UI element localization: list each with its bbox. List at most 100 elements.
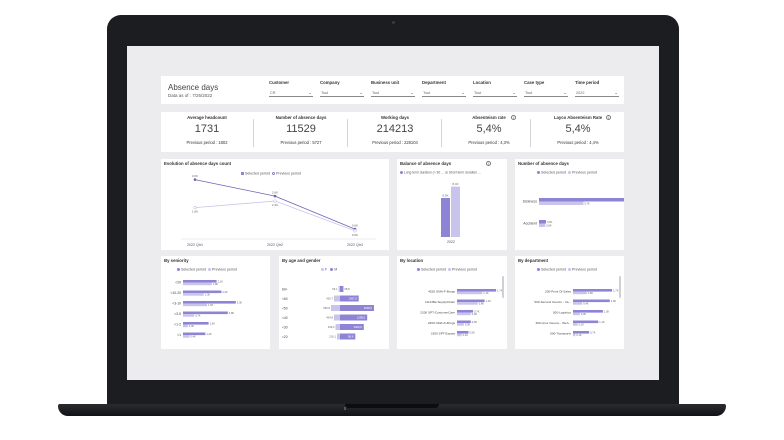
data-label-previous: 0,9K <box>479 301 485 305</box>
row-label-right: 1057,8 <box>348 297 357 301</box>
seniority-card: By seniority Selected period Previous pe… <box>161 256 270 349</box>
kpi-divider <box>441 119 442 147</box>
chevron-down-icon: ⌄ <box>614 90 618 95</box>
location-title: By location <box>400 258 424 263</box>
category-label: <3-5 <box>174 312 181 316</box>
slicer-label: Department <box>422 80 446 85</box>
category-label: Sickness <box>523 199 538 203</box>
category-label: <1 <box>177 333 181 337</box>
bar-previous <box>457 312 471 316</box>
bar-selected <box>183 322 209 325</box>
kpi-value: 5,4% <box>476 123 502 135</box>
slicer-dropdown[interactable]: Tout ⌄ <box>422 89 466 97</box>
bar-selected <box>573 310 603 313</box>
slicer-dropdown[interactable]: Tout ⌄ <box>473 89 517 97</box>
data-label-previous: 0,4K <box>583 301 589 305</box>
slicer-value: Tout <box>372 91 380 95</box>
kpi-divider <box>347 119 348 147</box>
bar-f <box>335 324 340 330</box>
kpi-previous: Previous period : 4,4% <box>557 140 599 145</box>
data-label-previous: 0,1K <box>576 333 582 337</box>
kpi-value: 1731 <box>194 123 220 135</box>
bar-selected <box>539 220 547 224</box>
data-label-selected: 1,3K <box>604 309 610 313</box>
kpi-previous: Previous period : 5727 <box>280 140 322 145</box>
bar-previous <box>183 293 204 296</box>
data-label-previous: 0,3K <box>465 322 471 326</box>
legend-selected-dot <box>537 268 540 271</box>
slicer-label: Time period <box>575 80 600 85</box>
category-label: <20 <box>282 335 288 339</box>
dashboard-screen: Absence days Data as of : 7/25/2022 Cust… <box>127 46 659 380</box>
data-label-selected: 3,3K <box>237 300 243 304</box>
legend-previous-dot <box>207 268 211 271</box>
chevron-down-icon: ⌄ <box>308 90 312 95</box>
age-gender-title: By age and gender <box>282 258 321 263</box>
evolution-card: Evolution of absence days count Selected… <box>161 159 389 250</box>
chevron-down-icon: ⌄ <box>563 90 567 95</box>
legend-m-dot <box>330 268 334 271</box>
legend-previous-label: Previous period <box>571 267 597 272</box>
data-label: 6,5K <box>442 194 448 198</box>
bar-previous <box>539 201 584 205</box>
kpi-card: Average headcount 1731 Previous period : 1… <box>161 112 624 152</box>
bar-previous <box>573 302 583 305</box>
slicer-dropdown[interactable]: Tout ⌄ <box>371 89 415 97</box>
department-scrollbar[interactable] <box>619 276 621 298</box>
x-tick-label: 2022 Qtr1 <box>187 243 203 247</box>
bar-previous <box>457 291 483 295</box>
point-previous <box>353 229 357 233</box>
laptop-indicator <box>344 407 346 410</box>
bar-selected <box>183 311 228 315</box>
data-label-previous: 0,3K <box>581 312 587 316</box>
age-gender-legend: F M <box>321 268 337 272</box>
bar-selected <box>457 310 474 313</box>
slicer-dropdown[interactable]: Tout ⌄ <box>320 89 364 97</box>
bar <box>441 198 450 237</box>
slicer-dropdown[interactable]: 2022 ⌄ <box>575 89 619 97</box>
category-label: 1110 BE-SupplyChain <box>425 300 455 304</box>
data-label-previous: 0,6K <box>588 291 594 295</box>
page-title: Absence days <box>168 83 219 92</box>
point-previous <box>193 206 197 210</box>
kpi-divider <box>530 119 531 147</box>
bar-previous <box>183 303 207 307</box>
category-label: Accident <box>523 221 537 225</box>
bar-m <box>340 324 364 330</box>
kpi-previous: Previous period : 228104 <box>372 140 418 145</box>
kpi-value: 11529 <box>286 123 316 135</box>
legend-f-label: F <box>325 267 328 272</box>
info-icon[interactable]: i <box>486 161 491 166</box>
bar <box>451 186 460 237</box>
legend-selected-label: Selected period <box>421 267 446 272</box>
slicer-dropdown[interactable]: CR ⌄ <box>269 89 313 97</box>
category-label: <10-20 <box>170 291 181 295</box>
legend-f-dot <box>321 268 324 271</box>
balance-legend: Long term duration (> 30 ... Short term … <box>400 171 481 175</box>
category-label: 400-Gros Oeuvre - Weh... <box>535 321 571 325</box>
data-label-previous: 0,3K <box>189 324 195 328</box>
data-label-selected: 0,7K <box>590 330 596 334</box>
info-icon[interactable]: i <box>511 115 516 120</box>
slicer-dropdown[interactable]: Tout ⌄ <box>524 89 568 97</box>
bar-previous <box>573 312 580 316</box>
evolution-legend: Selected period Previous period <box>241 172 301 176</box>
data-label-previous: 0,7K <box>195 313 201 317</box>
data-label-selected: 1,7K <box>497 288 503 292</box>
bar-selected <box>183 290 222 294</box>
bar-previous <box>457 323 464 326</box>
department-bar-chart: 200-Point Of Sales 1,7K 0,6K 500-Second Oeu… <box>534 288 618 337</box>
category-label: 4520 GMA-F-Brogs <box>428 289 455 293</box>
row-label-right: 68,8 <box>344 287 350 291</box>
location-scrollbar[interactable] <box>502 276 504 298</box>
bar-selected <box>457 320 471 324</box>
info-icon[interactable]: i <box>606 115 611 120</box>
chevron-down-icon: ⌄ <box>461 90 465 95</box>
bar-selected <box>183 332 206 336</box>
webcam-icon <box>392 21 395 24</box>
data-label-selected: 2,1K <box>218 279 224 283</box>
department-card: By department Selected period Previous p… <box>515 256 624 349</box>
bar-previous <box>457 333 462 337</box>
chevron-down-icon: ⌄ <box>512 90 516 95</box>
